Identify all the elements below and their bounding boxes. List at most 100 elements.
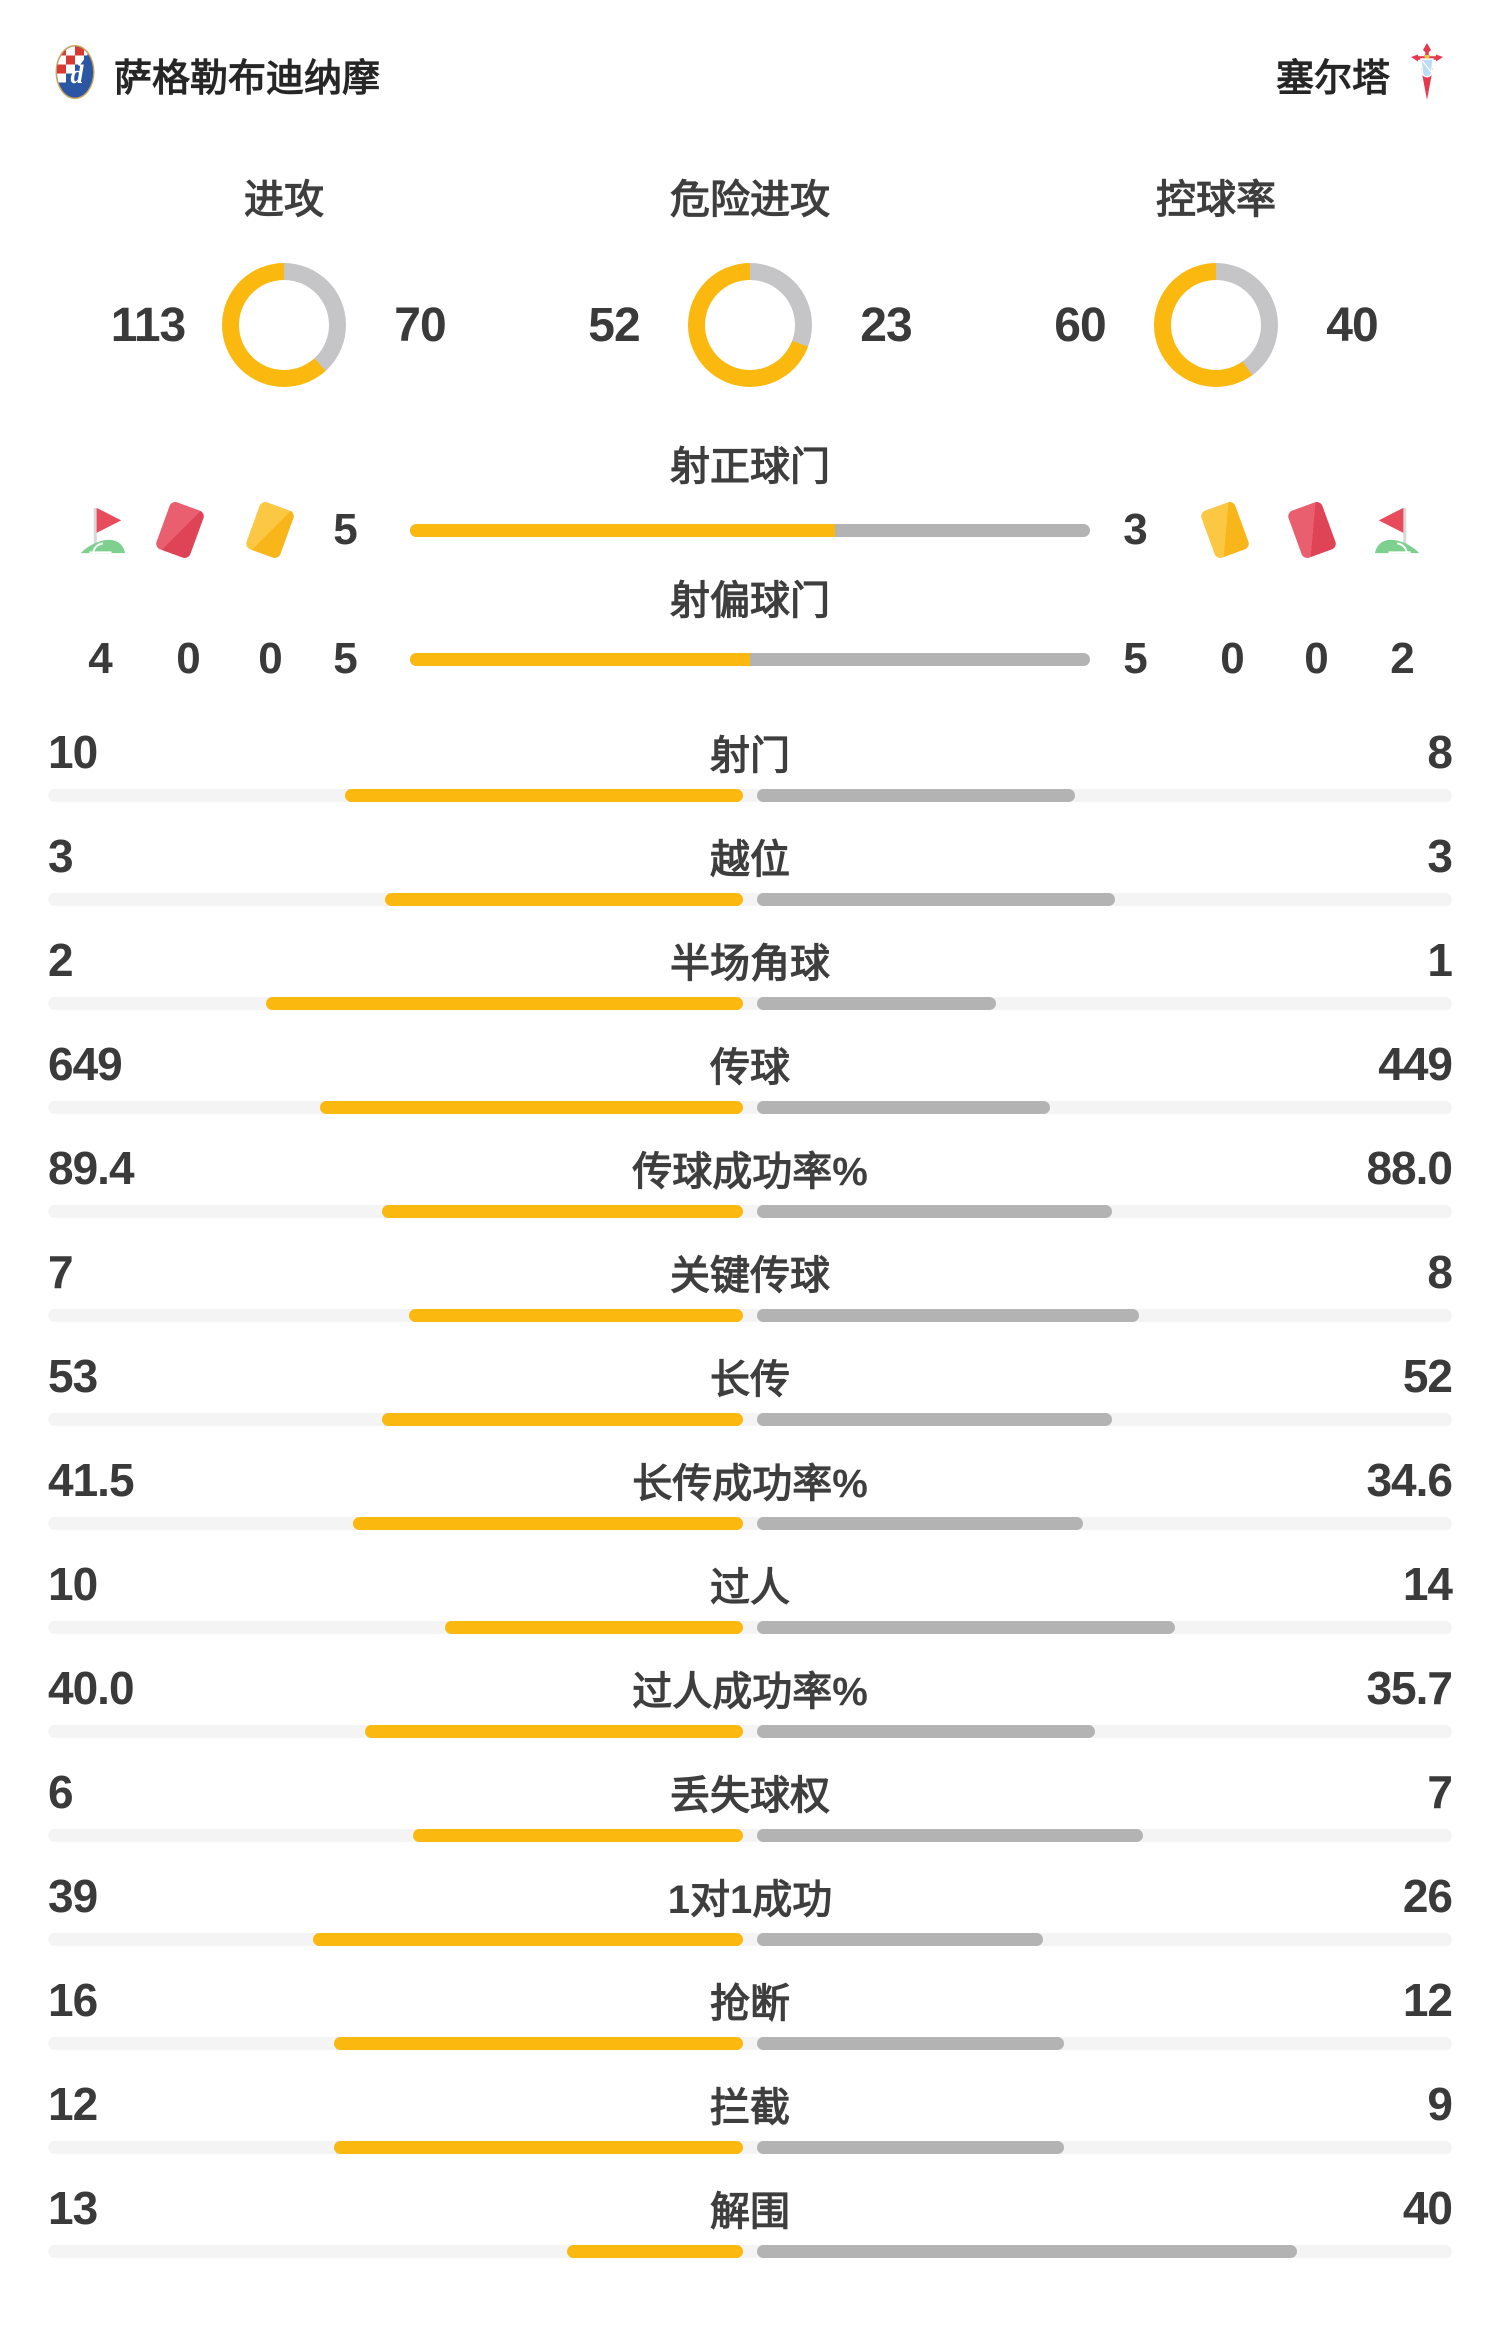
shots-section: 射正球门 5 3 [0,441,1500,691]
stat-bar-home [412,1829,743,1842]
stat-home-value: 89.4 [48,1142,135,1194]
donut-hole [1171,280,1261,370]
stat-bar-home [352,1517,743,1530]
stat-home-value: 16 [48,1974,98,2026]
stat-away-value: 7 [1427,1766,1453,1818]
donut-home-value: 52 [588,298,640,352]
donut-home-value: 60 [1054,298,1106,352]
donut-title: 控球率 [1156,178,1276,222]
stat-bar-track [48,1933,1452,1946]
stat-away-value: 26 [1402,1870,1453,1922]
svg-text:d: d [71,60,85,89]
stat-row: 16 抢断 12 [48,1973,1453,2050]
stat-label: 长传 [710,1358,790,1402]
stat-away-value: 3 [1427,830,1453,882]
home-team-header[interactable]: d 萨格勒布迪纳摩 [54,43,380,106]
donut-away-value: 70 [394,298,446,352]
stat-row: 10 射门 8 [48,725,1453,802]
home-corner-flag-icon [72,501,128,559]
stat-bar-track [48,997,1452,1010]
stat-bar-home [384,893,743,906]
stat-row: 40.0 过人成功率% 35.7 [48,1661,1453,1738]
stat-home-value: 7 [48,1246,74,1298]
stat-label: 抢断 [710,1982,790,2026]
stat-bar-track [48,1829,1452,1842]
home-yellow-cards-value: 0 [258,634,283,683]
stat-home-value: 40.0 [48,1662,135,1714]
stat-away-value: 8 [1427,726,1453,778]
stat-bar-home [265,997,743,1010]
donut-away-value: 40 [1326,298,1378,352]
away-yellow-card-icon [1197,500,1253,560]
stat-bar-away [757,893,1116,906]
stat-bar-track [48,789,1452,802]
stat-bar-home [345,789,743,802]
stat-home-value: 649 [48,1038,123,1090]
stat-away-value: 12 [1402,1974,1453,2026]
stat-away-value: 9 [1427,2078,1453,2130]
stat-bar-away [757,1413,1112,1426]
stat-bar-away [757,2037,1064,2050]
home-red-card-icon [152,500,208,560]
shots-off-target-row: 4 0 0 5 5 0 0 2 [0,627,1500,691]
stat-row: 649 传球 449 [48,1037,1453,1114]
stat-label: 1对1成功 [667,1878,833,1922]
stat-bar-home [408,1309,743,1322]
stat-bar-track [48,1413,1452,1426]
stat-row: 13 解围 40 [48,2181,1453,2258]
stat-label: 关键传球 [670,1254,830,1298]
away-corner-flag-icon [1372,501,1428,559]
stat-away-value: 8 [1427,1246,1453,1298]
donut-chart [222,263,346,387]
home-red-cards-value: 0 [176,634,201,683]
stat-home-value: 10 [48,1558,98,1610]
away-team-header[interactable]: 塞尔塔 [1276,42,1446,107]
donut-group: 进攻 113 70 [79,167,489,387]
stat-label: 半场角球 [670,942,830,986]
donut-charts-section: 进攻 113 70 危险进攻 52 23 控球率 60 40 [0,167,1500,387]
stat-label: 过人 [710,1566,790,1610]
stat-bar-home [364,1725,743,1738]
home-yellow-card-icon [242,500,298,560]
stat-label: 射门 [710,734,790,778]
stat-bar-track [48,1101,1452,1114]
shots-off-target-away-value: 5 [1123,634,1148,683]
stat-home-value: 41.5 [48,1454,135,1506]
stat-bar-home [381,1413,743,1426]
stat-label: 长传成功率% [632,1462,868,1506]
stat-label: 丢失球权 [670,1774,830,1818]
stat-label: 越位 [710,838,790,882]
donut-chart [1154,263,1278,387]
stat-bar-track [48,1309,1452,1322]
stat-bar-home [319,1101,743,1114]
home-team-name: 萨格勒布迪纳摩 [114,58,381,100]
donut-home-value: 113 [110,298,186,352]
stat-away-value: 449 [1378,1038,1453,1090]
shots-off-target-bar [410,653,1090,666]
stat-bar-away [757,997,996,1010]
stat-home-value: 13 [48,2182,98,2234]
stat-bar-away [757,1309,1139,1322]
match-header: d 萨格勒布迪纳摩 塞尔塔 [0,0,1500,107]
stat-row: 10 过人 14 [48,1557,1453,1634]
stat-home-value: 6 [48,1766,74,1818]
stat-bar-away [757,789,1076,802]
stat-away-value: 88.0 [1366,1142,1453,1194]
donut-away-value: 23 [860,298,912,352]
stat-away-value: 40 [1402,2182,1453,2234]
stat-home-value: 3 [48,830,74,882]
shots-on-target-away-value: 3 [1123,505,1148,554]
shots-on-target-title: 射正球门 [670,445,830,489]
shots-on-target-row: 5 3 [0,493,1500,567]
away-team-logo-icon [1408,42,1446,107]
stat-home-value: 2 [48,934,74,986]
stat-bar-home [444,1621,743,1634]
stat-row: 53 长传 52 [48,1349,1453,1426]
stat-away-value: 35.7 [1366,1662,1453,1714]
stat-away-value: 14 [1402,1558,1453,1610]
shots-on-target-home-value: 5 [333,505,358,554]
stat-label: 过人成功率% [632,1670,868,1714]
stats-list: 10 射门 8 3 越位 3 2 半场角球 1 [0,725,1500,2258]
stat-bar-away [757,1621,1175,1634]
stat-bar-away [757,2141,1064,2154]
